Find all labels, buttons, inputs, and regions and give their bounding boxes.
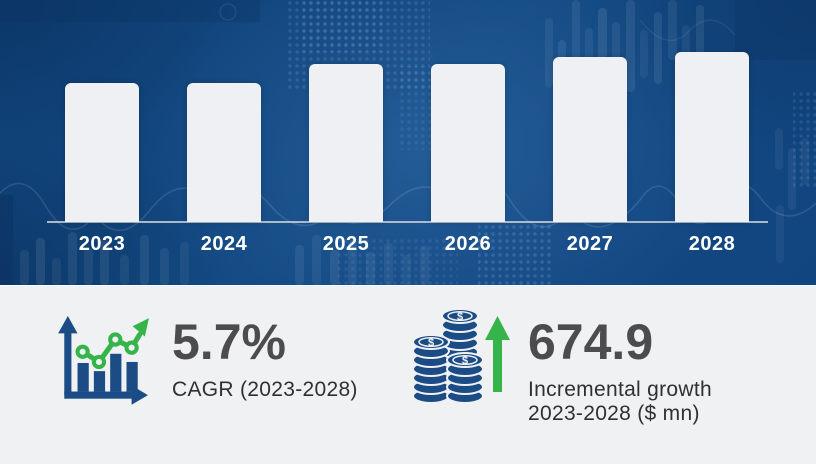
bar-column: 2023 xyxy=(65,83,139,255)
bar-chart: 2023 2024 2025 2026 2027 2028 xyxy=(65,52,749,255)
green-arrow-tip xyxy=(132,318,149,337)
bar xyxy=(65,83,139,222)
cagr-value: 5.7% xyxy=(172,314,286,370)
bar-chart-growth-icon xyxy=(58,316,149,405)
dollar-sign: $ xyxy=(457,311,463,323)
bar-label: 2025 xyxy=(322,233,370,255)
bar-column: 2028 xyxy=(675,52,749,255)
incremental-growth-stat: 674.9 Incremental growth 2023-2028 ($ mn… xyxy=(528,316,712,426)
incremental-growth-value: 674.9 xyxy=(528,314,654,370)
cagr-stat: 5.7% CAGR (2023-2028) xyxy=(172,316,358,402)
bar xyxy=(553,57,627,222)
bar-label: 2026 xyxy=(444,233,492,255)
coins-stack-up-arrow-icon: $ $ $ xyxy=(412,308,510,404)
incremental-growth-label: Incremental growth 2023-2028 ($ mn) xyxy=(528,378,712,426)
bar-column: 2026 xyxy=(431,64,505,255)
coin-stack-right: $ xyxy=(446,352,484,404)
bar-label: 2024 xyxy=(200,233,248,255)
bar-column: 2025 xyxy=(309,64,383,255)
bar xyxy=(309,64,383,222)
bar xyxy=(675,52,749,222)
coin-stack-left: $ xyxy=(412,334,450,404)
bar xyxy=(431,64,505,222)
cagr-label: CAGR (2023-2028) xyxy=(172,378,358,401)
incremental-growth-label-line1: Incremental growth xyxy=(528,378,712,401)
chart-baseline xyxy=(47,221,768,223)
bar-label: 2028 xyxy=(688,233,736,255)
dollar-sign: $ xyxy=(462,355,468,367)
chart-section: 2023 2024 2025 2026 2027 2028 xyxy=(0,0,816,285)
bar xyxy=(187,83,261,222)
bar-label: 2023 xyxy=(78,233,126,255)
bar-column: 2027 xyxy=(553,57,627,255)
bar-label: 2027 xyxy=(566,233,614,255)
stats-section: 5.7% CAGR (2023-2028) $ xyxy=(0,285,816,464)
up-arrow-icon xyxy=(485,316,510,392)
incremental-growth-label-line2: 2023-2028 ($ mn) xyxy=(528,402,700,425)
dollar-sign: $ xyxy=(428,337,434,349)
bar-column: 2024 xyxy=(187,83,261,255)
